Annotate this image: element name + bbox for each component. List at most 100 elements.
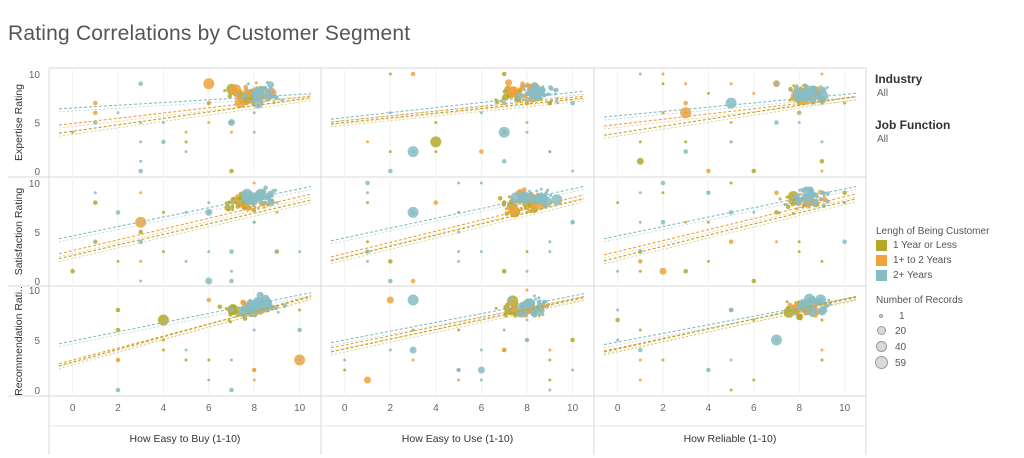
data-point: [803, 83, 807, 87]
data-point: [479, 348, 483, 352]
data-point: [825, 199, 830, 204]
data-point: [502, 328, 506, 332]
x-tick-label: 8: [796, 403, 802, 414]
data-point: [498, 126, 510, 138]
data-point: [230, 269, 233, 273]
data-point: [813, 93, 817, 97]
data-point: [116, 358, 120, 362]
data-point: [522, 87, 526, 91]
data-point: [752, 378, 756, 382]
y-tick-label: 10: [29, 179, 41, 190]
trend-band: [330, 201, 585, 265]
trend-band: [603, 201, 857, 265]
data-point: [267, 81, 275, 89]
data-point: [818, 197, 822, 201]
x-tick-label: 6: [751, 403, 757, 414]
column-label: How Easy to Buy (1-10): [130, 433, 241, 445]
trend-band: [58, 202, 312, 263]
data-point: [229, 168, 234, 174]
data-point: [479, 149, 484, 154]
data-point: [548, 358, 552, 362]
size-label: 59: [895, 358, 907, 369]
data-point: [706, 91, 710, 95]
trend-line: [603, 296, 857, 346]
data-point: [497, 196, 503, 201]
y-tick-label: 5: [34, 336, 40, 347]
data-point: [479, 181, 483, 185]
data-point: [93, 110, 98, 116]
x-tick-label: 2: [115, 403, 121, 414]
data-point: [534, 297, 537, 301]
data-point: [161, 348, 165, 352]
filter-industry-value[interactable]: All: [877, 88, 889, 99]
data-point: [366, 191, 369, 195]
data-point: [814, 309, 818, 313]
data-point: [525, 318, 529, 322]
data-point: [706, 190, 711, 196]
data-point: [548, 150, 552, 154]
data-point: [501, 347, 507, 353]
data-point: [525, 201, 528, 205]
data-point: [775, 240, 778, 244]
filter-job-function-title: Job Function: [875, 118, 951, 132]
data-point: [533, 87, 539, 92]
data-point: [661, 111, 665, 115]
data-point: [570, 100, 575, 106]
data-point: [388, 259, 393, 264]
data-point: [246, 82, 250, 86]
data-point: [796, 91, 802, 96]
data-point: [266, 190, 274, 198]
data-point: [265, 309, 269, 313]
x-tick-label: 2: [660, 403, 666, 414]
data-point: [263, 86, 267, 90]
data-point: [636, 157, 644, 165]
legend-label: 2+ Years: [893, 270, 933, 281]
trend-band: [603, 299, 857, 348]
data-point: [808, 198, 812, 202]
data-point: [820, 318, 824, 322]
filter-job-function-value[interactable]: All: [877, 134, 889, 145]
data-point: [638, 269, 642, 273]
data-point: [548, 388, 552, 392]
data-point: [824, 309, 828, 313]
data-point: [616, 338, 620, 342]
data-point: [138, 239, 143, 245]
data-point: [276, 310, 280, 314]
data-point: [139, 279, 143, 283]
data-point: [138, 168, 143, 174]
data-point: [501, 71, 507, 77]
data-point: [116, 111, 120, 115]
trend-line: [603, 297, 857, 352]
data-point: [508, 204, 519, 216]
data-point: [93, 191, 97, 195]
data-point: [251, 367, 257, 373]
data-point: [229, 278, 234, 284]
trend-line: [603, 96, 857, 127]
data-point: [252, 328, 256, 332]
data-point: [364, 376, 371, 384]
data-point: [519, 206, 523, 210]
data-point: [822, 191, 826, 195]
data-point: [410, 210, 416, 215]
y-tick-label: 5: [34, 119, 40, 130]
data-point: [805, 199, 809, 203]
data-point: [537, 296, 541, 300]
data-point: [410, 278, 416, 284]
data-point: [793, 200, 797, 204]
data-point: [207, 201, 211, 205]
data-point: [93, 100, 98, 106]
data-point: [477, 366, 485, 374]
data-point: [530, 82, 538, 89]
trend-line: [58, 97, 312, 134]
data-point: [388, 348, 392, 352]
data-point: [661, 191, 665, 195]
data-point: [457, 378, 461, 382]
data-point: [728, 307, 734, 313]
x-tick-label: 6: [479, 403, 485, 414]
data-point: [684, 82, 688, 86]
data-point: [532, 313, 536, 317]
data-point: [529, 304, 532, 308]
data-point: [706, 259, 710, 263]
data-point: [821, 197, 825, 201]
trend-band: [330, 93, 585, 123]
